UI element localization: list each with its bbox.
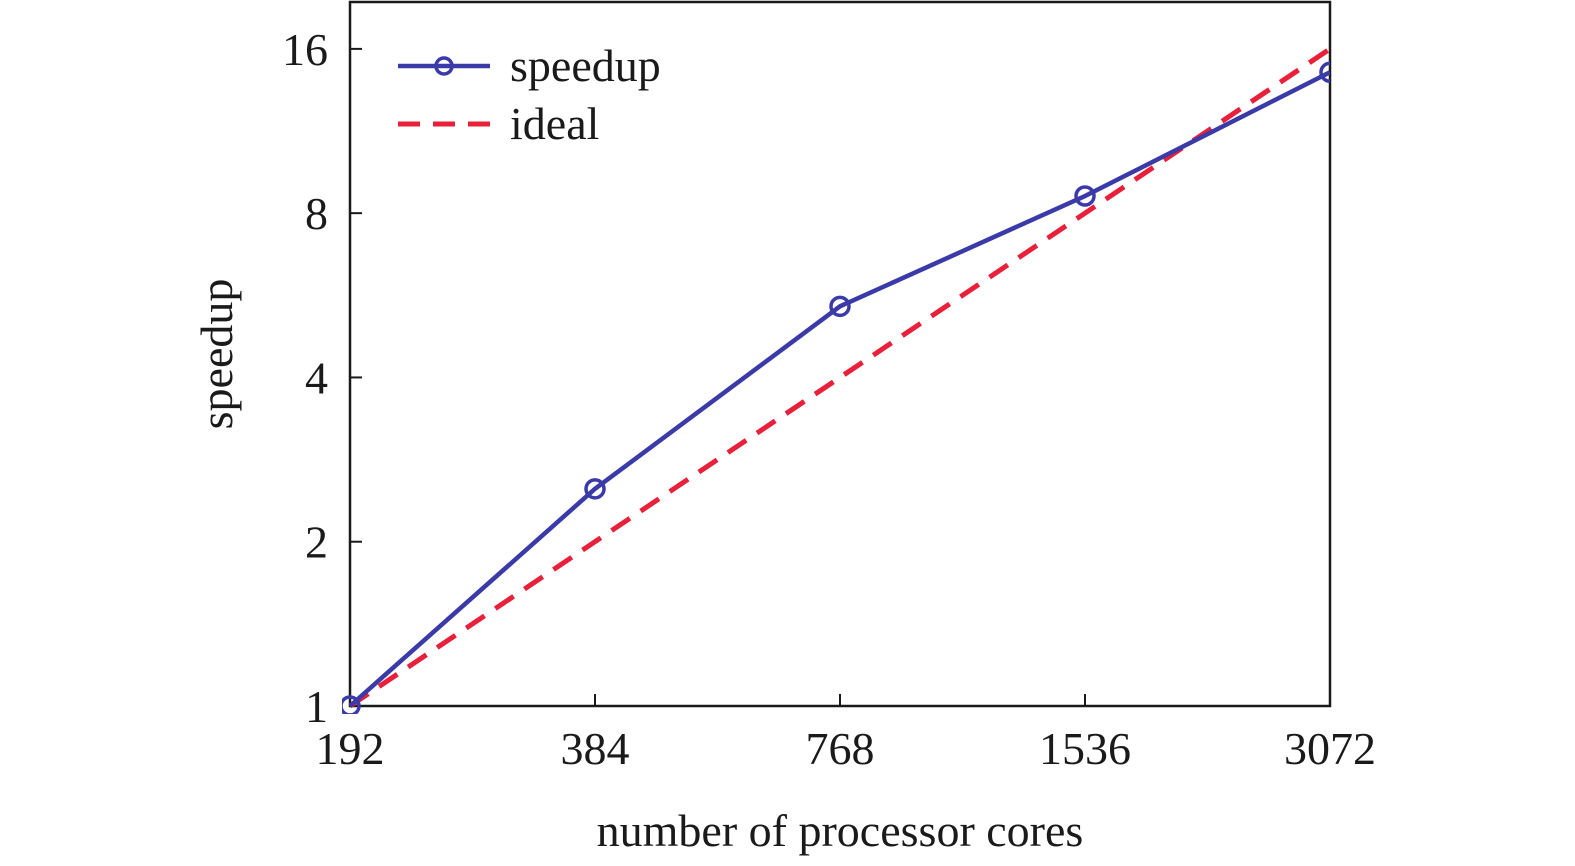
y-tick-label: 2 [305, 517, 328, 568]
y-tick-label: 1 [305, 681, 328, 732]
x-tick-label: 768 [806, 723, 875, 774]
x-tick-label: 3072 [1284, 723, 1376, 774]
plot-frame [348, 0, 1332, 708]
data-point-speedup [1074, 185, 1096, 207]
x-tick-label: 384 [561, 723, 630, 774]
data-point-speedup [342, 695, 361, 714]
y-tick-label: 8 [305, 188, 328, 239]
series-line-ideal [348, 46, 1330, 709]
legend: speedup ideal [398, 40, 661, 149]
x-tick-label: 192 [316, 723, 385, 774]
legend-label-speedup: speedup [510, 40, 661, 91]
x-axis-title: number of processor cores [597, 805, 1084, 856]
data-point-speedup [1319, 61, 1330, 83]
x-axis-ticks: 192 384 768 1536 3072 [316, 694, 1376, 774]
legend-label-ideal: ideal [510, 98, 599, 149]
y-tick-label: 16 [282, 24, 328, 75]
data-point-speedup [584, 478, 606, 500]
series-line-speedup [348, 70, 1330, 708]
y-axis-ticks: 1 2 4 8 16 [282, 24, 362, 732]
series-layer [342, 46, 1330, 714]
y-axis-title: speedup [191, 279, 242, 430]
data-point-speedup [829, 295, 851, 318]
x-tick-label: 1536 [1039, 723, 1131, 774]
y-tick-label: 4 [305, 352, 328, 403]
legend-marker-speedup [434, 56, 454, 76]
